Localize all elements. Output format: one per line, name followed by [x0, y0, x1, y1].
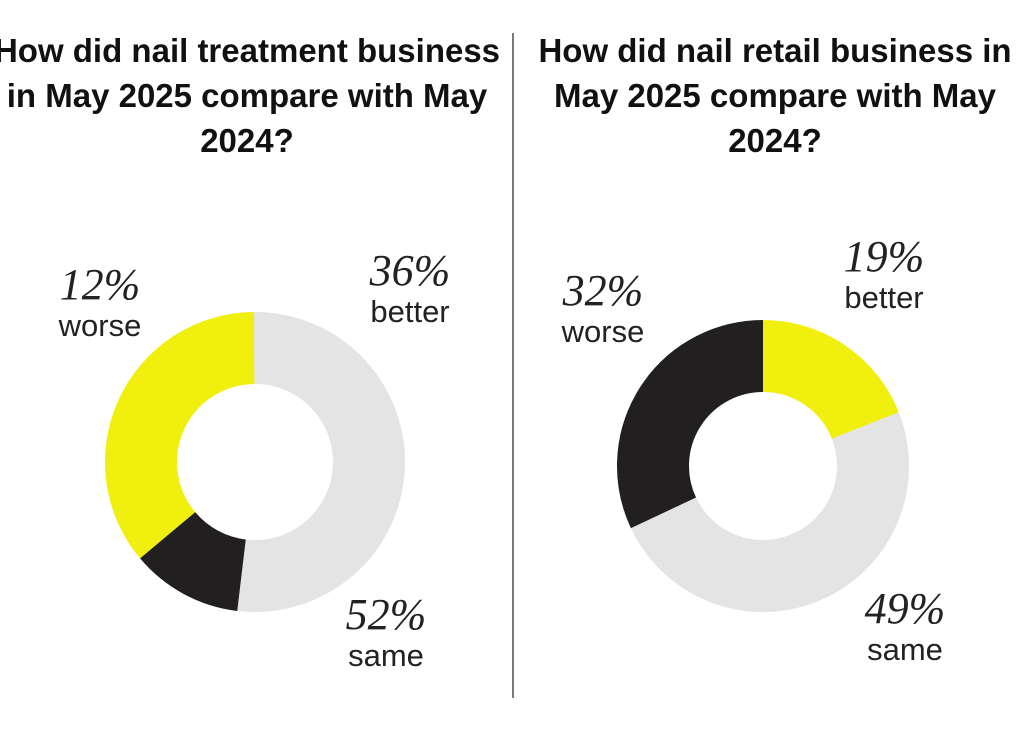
- chart-retail: How did nail retail business in May 2025…: [515, 0, 1025, 731]
- slice-value-worse: 12%: [59, 260, 141, 309]
- chart-treatment: How did nail treatment business in May 2…: [0, 0, 510, 731]
- slice-name-better: better: [844, 280, 924, 315]
- slice-name-same: same: [348, 638, 424, 673]
- chart-title: How did nail treatment business in May 2…: [0, 32, 501, 159]
- slice-label-better: 19% better: [824, 234, 944, 316]
- donut-slice-worse: [140, 511, 248, 611]
- slice-label-worse: 32% worse: [543, 268, 663, 350]
- slice-value-same: 49%: [864, 584, 946, 633]
- slice-label-same: 49% same: [845, 586, 965, 668]
- slice-value-same: 52%: [345, 590, 427, 639]
- donut-chart-retail: [617, 320, 909, 612]
- donut-slice-same: [237, 312, 405, 612]
- donut-slice-same: [630, 412, 909, 612]
- slice-label-same: 52% same: [326, 592, 446, 674]
- slice-name-better: better: [370, 294, 450, 329]
- slice-value-better: 36%: [369, 246, 451, 295]
- slice-label-better: 36% better: [350, 248, 470, 330]
- slice-value-better: 19%: [843, 232, 925, 281]
- slice-name-worse: worse: [561, 314, 645, 349]
- donut-slice-better: [761, 320, 899, 440]
- donut-slice-better: [105, 312, 256, 559]
- donut-slice-worse: [617, 320, 765, 529]
- slice-name-worse: worse: [58, 308, 142, 343]
- slice-label-worse: 12% worse: [40, 262, 160, 344]
- slice-name-same: same: [867, 632, 943, 667]
- panel-divider: [512, 33, 514, 698]
- slice-value-worse: 32%: [562, 266, 644, 315]
- chart-title: How did nail retail business in May 2025…: [538, 32, 1012, 159]
- donut-chart-treatment: [105, 312, 405, 612]
